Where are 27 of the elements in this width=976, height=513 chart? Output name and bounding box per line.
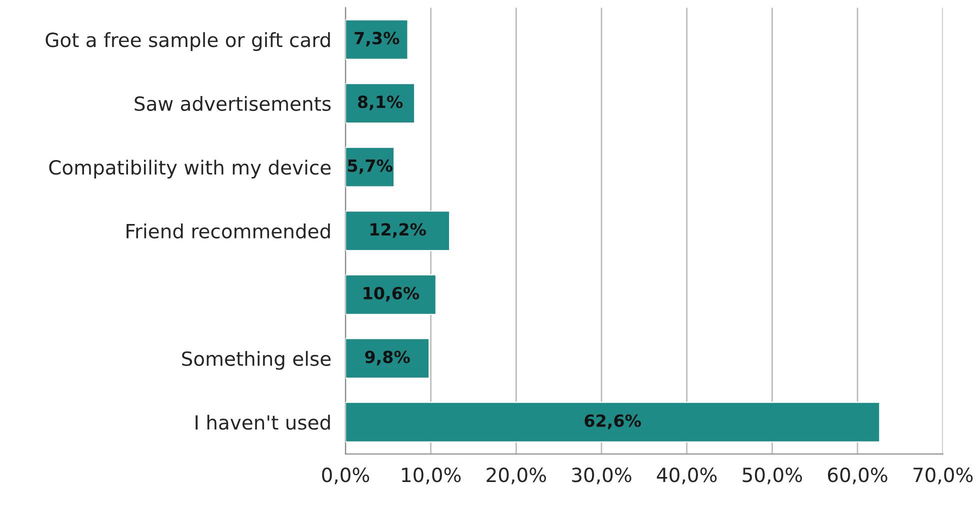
y-tick-label: Something else	[182, 350, 331, 370]
y-tick-label: Saw advertisements	[134, 96, 331, 111]
y-tick-label: Compatibility with my device	[49, 160, 331, 179]
data-label: 7,3%	[354, 32, 400, 47]
x-tick-label: 10,0%	[402, 468, 461, 484]
bar	[346, 210, 450, 252]
data-label: 5,7%	[348, 159, 392, 174]
bar	[346, 338, 430, 379]
y-tick-label: I haven't used	[196, 414, 330, 430]
bar	[346, 274, 437, 315]
data-label: 62,6%	[584, 414, 641, 430]
x-tick-label: 50,0%	[742, 468, 802, 484]
bar	[346, 83, 416, 124]
data-label: 12,2%	[370, 223, 426, 238]
bar	[346, 402, 880, 442]
x-tick-label: 60,0%	[828, 468, 888, 484]
x-tick-label: 70,0%	[914, 468, 973, 484]
bar	[346, 19, 408, 60]
y-tick-label: Got a free sample or gift card	[46, 32, 330, 52]
y-tick-label: Friend recommended	[126, 223, 330, 239]
x-tick-label: 40,0%	[656, 468, 717, 484]
data-label: 10,6%	[364, 286, 420, 302]
x-tick-label: 30,0%	[572, 468, 632, 484]
data-label: 8,1%	[358, 96, 403, 110]
data-label: 9,8%	[365, 350, 410, 366]
x-tick-label: 0,0%	[322, 468, 370, 484]
x-tick-label: 20,0%	[486, 468, 546, 484]
